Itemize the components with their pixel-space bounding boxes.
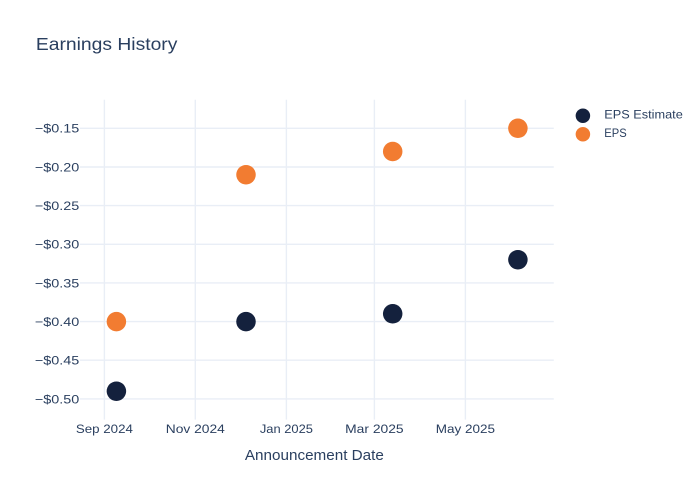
svg-text:May 2025: May 2025 xyxy=(436,422,495,436)
svg-text:−$0.20: −$0.20 xyxy=(35,160,80,174)
svg-text:EPS Estimate: EPS Estimate xyxy=(604,108,683,122)
svg-text:Announcement Date: Announcement Date xyxy=(245,448,384,464)
svg-text:Jan 2025: Jan 2025 xyxy=(260,422,313,436)
svg-text:−$0.30: −$0.30 xyxy=(35,238,80,252)
svg-text:Earnings History: Earnings History xyxy=(36,34,178,54)
svg-text:−$0.25: −$0.25 xyxy=(35,199,80,213)
svg-text:Mar 2025: Mar 2025 xyxy=(345,422,404,436)
svg-text:−$0.35: −$0.35 xyxy=(35,276,80,290)
svg-text:−$0.50: −$0.50 xyxy=(35,392,80,406)
svg-text:Sep 2024: Sep 2024 xyxy=(76,422,133,436)
svg-text:−$0.40: −$0.40 xyxy=(35,315,80,329)
svg-text:EPS: EPS xyxy=(604,126,626,140)
svg-text:−$0.15: −$0.15 xyxy=(35,122,80,136)
svg-text:Nov 2024: Nov 2024 xyxy=(166,422,225,436)
svg-text:−$0.45: −$0.45 xyxy=(35,354,80,368)
